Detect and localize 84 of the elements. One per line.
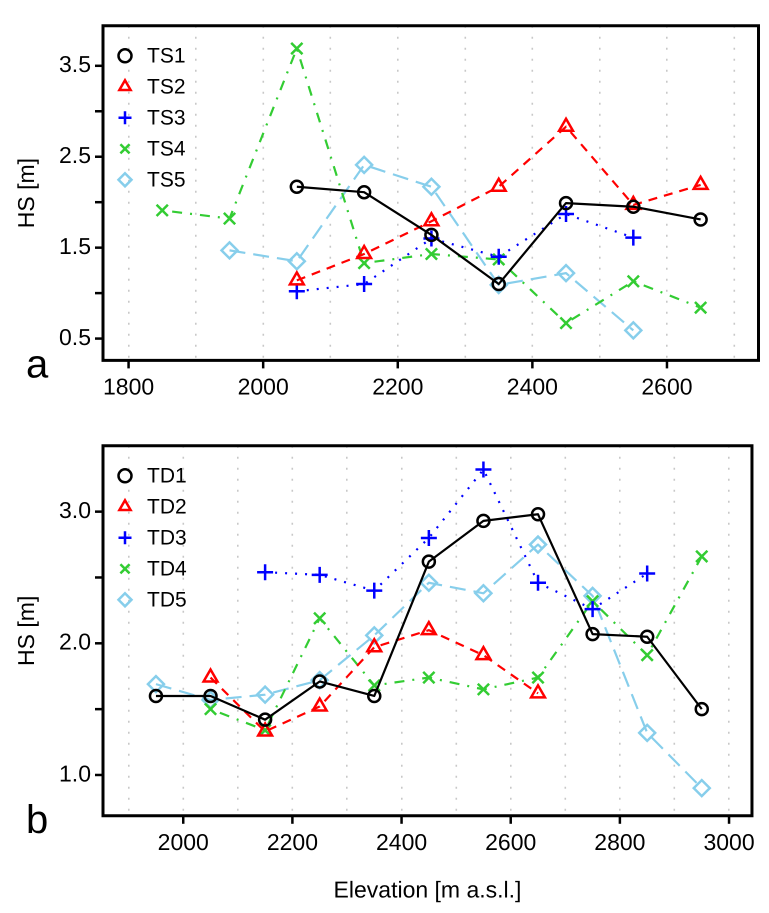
text: a xyxy=(26,342,49,386)
point xyxy=(528,573,548,592)
legend-label: TD5 xyxy=(147,588,187,612)
point xyxy=(422,177,441,196)
y-tick-label: 0.5 xyxy=(59,324,91,350)
y-tick-label: 2.5 xyxy=(59,142,91,168)
point xyxy=(256,562,274,582)
point xyxy=(288,252,306,271)
y-axis-title: HS [m] xyxy=(13,596,40,666)
x-tick-label: 2800 xyxy=(594,828,646,855)
x-tick-label: 2400 xyxy=(506,374,558,400)
y-tick-label: 1.5 xyxy=(59,233,91,259)
y-tick-label: 2.0 xyxy=(59,628,91,655)
legend-label: TS3 xyxy=(147,106,186,130)
point xyxy=(354,274,374,294)
point xyxy=(256,685,274,704)
y-tick-label: 3.0 xyxy=(59,496,91,523)
point xyxy=(624,228,643,247)
point xyxy=(365,581,384,600)
point xyxy=(528,535,548,554)
point xyxy=(489,247,508,266)
point xyxy=(258,712,272,727)
point xyxy=(220,241,239,260)
point xyxy=(693,212,708,227)
point xyxy=(424,247,438,261)
point xyxy=(222,212,236,226)
point xyxy=(290,42,304,56)
y-tick-label: 1.0 xyxy=(59,760,91,786)
point xyxy=(694,550,709,564)
x-tick-label: 2600 xyxy=(485,828,536,855)
x-tick-label: 2200 xyxy=(372,374,424,400)
point xyxy=(531,670,545,684)
point xyxy=(312,611,327,626)
point xyxy=(694,702,710,716)
point xyxy=(640,648,654,662)
legend-label: TD3 xyxy=(147,526,187,550)
point xyxy=(626,274,640,288)
point xyxy=(559,316,573,330)
x-tick-label: 2000 xyxy=(158,828,209,855)
point xyxy=(638,564,656,583)
point xyxy=(422,554,436,569)
point xyxy=(424,228,439,242)
point xyxy=(583,600,602,618)
x-tick-label: 2600 xyxy=(641,374,693,400)
point xyxy=(624,321,643,340)
point xyxy=(290,179,304,194)
point xyxy=(148,688,164,704)
legend-label: TS2 xyxy=(147,76,186,99)
point xyxy=(476,682,490,696)
x-tick-label: 1800 xyxy=(102,374,154,400)
y-tick-label: 3.5 xyxy=(59,51,91,78)
point xyxy=(692,778,712,798)
point xyxy=(530,507,546,522)
legend-label: TS1 xyxy=(147,44,186,68)
x-axis-title: Elevation [m a.s.l.] xyxy=(334,876,522,903)
point xyxy=(354,156,374,174)
point xyxy=(556,264,576,282)
point xyxy=(694,300,708,315)
point xyxy=(640,629,654,644)
x-tick-label: 2000 xyxy=(238,374,289,400)
legend-label: TD2 xyxy=(147,496,187,519)
legend-label: TS4 xyxy=(147,138,186,161)
x-tick-label: 2400 xyxy=(376,828,428,855)
point xyxy=(422,670,436,684)
legend-label: TD4 xyxy=(147,558,187,581)
point xyxy=(310,566,329,584)
legend-label: TD1 xyxy=(147,464,187,488)
point xyxy=(367,688,382,704)
x-tick-label: 2200 xyxy=(266,828,318,855)
text: b xyxy=(26,798,48,842)
point xyxy=(420,528,438,548)
x-tick-label: 3000 xyxy=(703,828,755,855)
point xyxy=(474,460,493,479)
point xyxy=(420,573,438,592)
point xyxy=(638,724,656,742)
y-axis-title: HS [m] xyxy=(13,158,40,228)
point xyxy=(558,196,574,210)
point xyxy=(356,184,372,200)
point xyxy=(155,203,170,218)
point xyxy=(476,514,491,528)
legend-label: TS5 xyxy=(147,168,186,192)
point xyxy=(585,626,600,642)
point xyxy=(204,702,218,716)
point xyxy=(474,584,493,603)
